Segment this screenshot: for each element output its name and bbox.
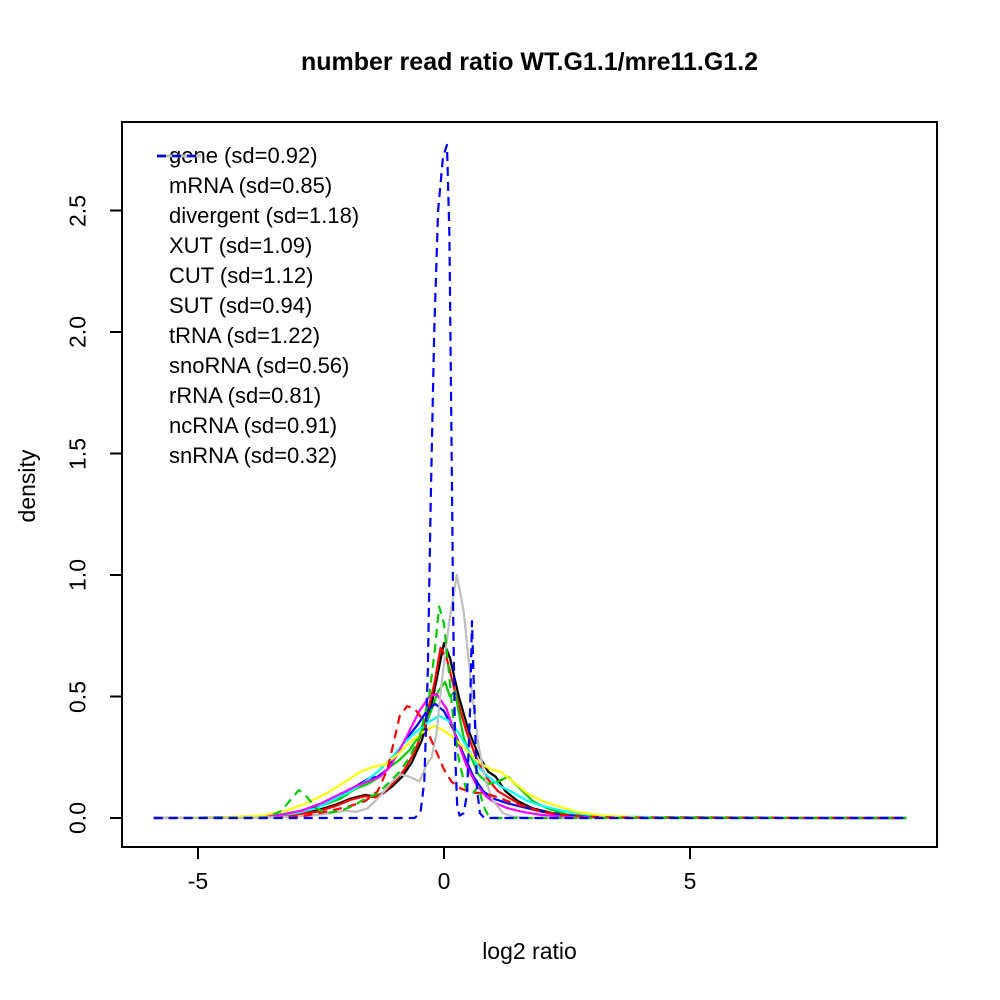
legend-item-snoRNA: snoRNA (sd=0.56) <box>157 154 359 381</box>
legend-label: tRNA (sd=1.22) <box>169 323 321 348</box>
legend-label: rRNA (sd=0.81) <box>169 383 322 408</box>
legend-label: divergent (sd=1.18) <box>169 203 360 228</box>
legend-label: snRNA (sd=0.32) <box>169 443 338 468</box>
y-tick-label: 0.5 <box>64 680 91 713</box>
legend-item-SUT: SUT (sd=0.94) <box>157 154 359 321</box>
legend-label: snoRNA (sd=0.56) <box>169 353 350 378</box>
legend-item-CUT: CUT (sd=1.12) <box>157 154 359 291</box>
curve-gene <box>153 641 907 820</box>
curve-rRNA <box>153 705 907 820</box>
legend-item-mRNA: mRNA (sd=0.85) <box>157 154 359 201</box>
legend-label: SUT (sd=0.94) <box>169 293 313 318</box>
y-tick-label: 1.0 <box>64 559 91 591</box>
curve-ncRNA <box>153 605 907 820</box>
legend-item-XUT: XUT (sd=1.09) <box>157 154 359 261</box>
x-tick-label: 0 <box>437 868 451 894</box>
x-tick-label: -5 <box>187 868 209 894</box>
legend: gene (sd=0.92) mRNA (sd=0.85) divergent (s… <box>157 141 359 471</box>
legend-item-snRNA: snRNA (sd=0.32) <box>157 154 359 471</box>
legend-item-rRNA: rRNA (sd=0.81) <box>157 154 359 411</box>
curve-divergent <box>153 680 907 820</box>
legend-label: ncRNA (sd=0.91) <box>169 413 338 438</box>
legend-item-divergent: divergent (sd=1.18) <box>157 154 360 231</box>
y-tick-label: 1.5 <box>64 437 91 470</box>
curve-mRNA <box>153 646 907 820</box>
x-tick-label: 5 <box>683 868 697 894</box>
legend-line-sample <box>157 154 201 158</box>
x-axis-label: log2 ratio <box>482 938 577 964</box>
legend-label: mRNA (sd=0.85) <box>169 173 333 198</box>
legend-label: CUT (sd=1.12) <box>169 263 314 288</box>
curve-snRNA <box>153 143 907 820</box>
y-tick-label: 2.5 <box>64 194 91 227</box>
legend-item-tRNA: tRNA (sd=1.22) <box>157 154 359 351</box>
curve-snoRNA <box>153 573 907 820</box>
curve-tRNA <box>153 724 907 820</box>
curve-CUT <box>153 714 907 820</box>
legend-item-ncRNA: ncRNA (sd=0.91) <box>157 154 359 441</box>
y-tick-label: 2.0 <box>64 316 91 348</box>
plot-box <box>121 121 938 848</box>
legend-label: XUT (sd=1.09) <box>169 233 313 258</box>
y-tick-label: 0.0 <box>64 802 91 834</box>
chart-title: number read ratio WT.G1.1/mre11.G1.2 <box>300 48 759 76</box>
